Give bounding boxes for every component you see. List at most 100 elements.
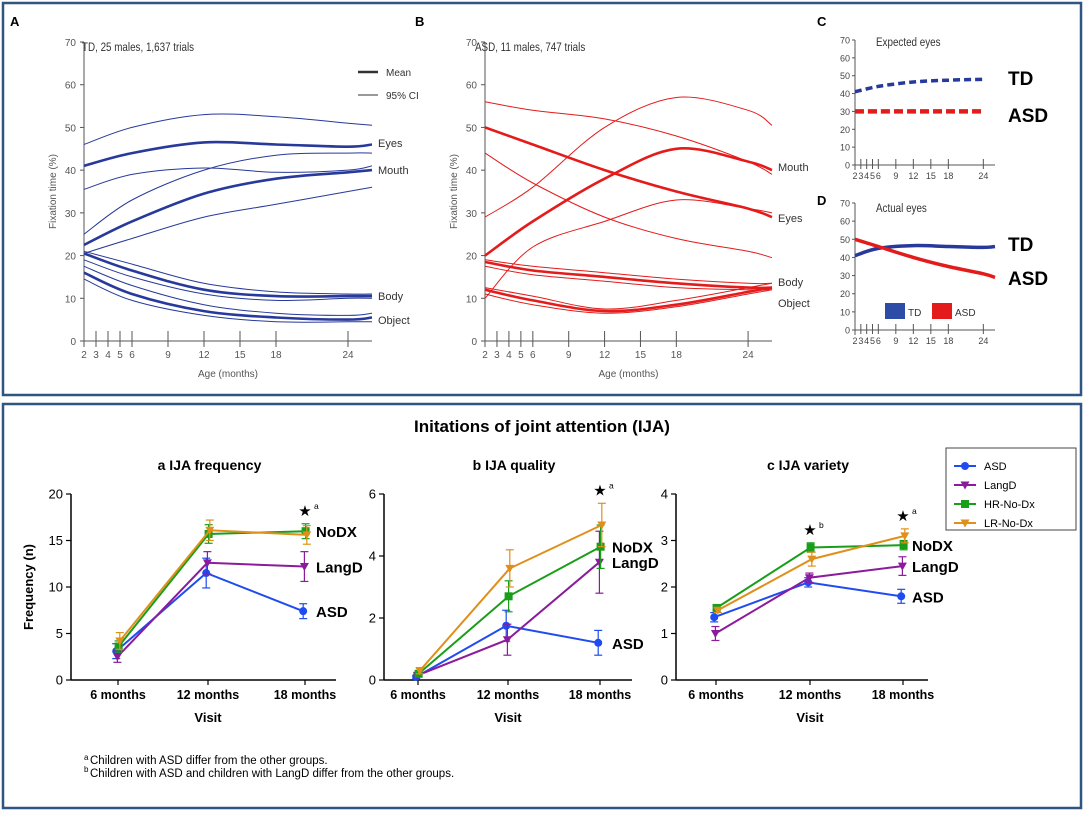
small-y-tick-label: 30 — [840, 107, 850, 117]
series-label-mouth: Mouth — [378, 165, 409, 177]
small-y-tick-label: 10 — [840, 307, 850, 317]
y-tick-label: 10 — [466, 294, 478, 305]
footnote-b: Children with ASD and children with Lang… — [90, 768, 454, 780]
ija-point-lr-no-dx — [415, 667, 425, 676]
small-x-tick-label: 4 — [864, 336, 869, 346]
panel-c-title: Expected eyes — [876, 36, 941, 49]
x-tick-label: 4 — [105, 350, 111, 361]
ija-point-langd — [594, 558, 604, 567]
small-x-tick-label: 24 — [978, 336, 988, 346]
small-x-tick-label: 12 — [908, 171, 918, 181]
ija-y-tick-label: 6 — [369, 487, 376, 502]
ija-y-tick-label: 4 — [369, 549, 376, 564]
x-tick-label: 5 — [518, 350, 524, 361]
ija-point-hr-no-dx — [899, 541, 908, 550]
ija-line-asd — [713, 581, 902, 619]
x-axis-label: Age (months) — [598, 369, 658, 380]
small-y-tick-label: 0 — [845, 326, 850, 336]
x-tick-label: 6 — [530, 350, 536, 361]
small-x-tick-label: 3 — [858, 336, 863, 346]
legend-td-label: TD — [908, 308, 921, 319]
small-y-tick-label: 30 — [840, 271, 850, 281]
y-tick-label: 0 — [70, 337, 76, 348]
ija-point-langd — [710, 630, 720, 638]
ija-legend-marker-asd — [961, 462, 969, 470]
small-y-tick-label: 0 — [845, 161, 850, 171]
y-tick-label: 20 — [65, 252, 77, 263]
x-tick-label: 2 — [482, 350, 488, 361]
footnote-a: Children with ASD differ from the other … — [90, 755, 328, 767]
ija-point-asd — [202, 569, 211, 578]
panel-letter-b: B — [415, 14, 424, 29]
top-panel-frame — [1, 1, 1083, 397]
y-tick-label: 30 — [65, 209, 77, 220]
ija-x-tick-label: 18 months — [569, 688, 632, 702]
y-tick-label: 30 — [466, 209, 478, 220]
x-tick-label: 24 — [743, 350, 755, 361]
ija-point-langd — [112, 653, 122, 662]
x-axis-label: Age (months) — [198, 369, 258, 380]
ija-y-tick-label: 2 — [661, 580, 668, 595]
y-axis-label: Fixation time (%) — [449, 154, 460, 229]
significance-star: ★ — [593, 482, 606, 499]
ci-lower-object — [83, 278, 372, 323]
small-x-tick-label: 18 — [943, 171, 953, 181]
y-axis-label: Fixation time (%) — [48, 154, 59, 229]
ija-point-lr-no-dx — [900, 532, 910, 541]
legend-mean-label: Mean — [386, 68, 411, 79]
ija-y-axis-label: Frequency (n) — [21, 544, 36, 630]
small-x-tick-label: 5 — [870, 336, 875, 346]
panel-d-asd-label: ASD — [1008, 269, 1048, 290]
ci-lower-eyes — [83, 165, 373, 190]
small-y-tick-label: 40 — [840, 253, 850, 263]
ija-point-hr-no-dx — [504, 592, 513, 601]
ija-series-label-asd: ASD — [316, 604, 348, 621]
x-tick-label: 3 — [93, 350, 99, 361]
ija-y-tick-label: 0 — [369, 673, 376, 688]
ija-line-hr-no-dx — [117, 530, 306, 648]
small-y-tick-label: 20 — [840, 125, 850, 135]
small-x-tick-label: 24 — [978, 171, 988, 181]
x-tick-label: 15 — [234, 350, 246, 361]
small-x-tick-label: 6 — [876, 171, 881, 181]
ci-upper-body — [83, 250, 373, 295]
small-y-tick-label: 70 — [840, 36, 850, 46]
ci-upper-object — [83, 265, 373, 316]
y-tick-label: 10 — [65, 294, 77, 305]
panel-d-td-label: TD — [1008, 235, 1033, 256]
ija-chart-title: b IJA quality — [473, 457, 556, 473]
ci-upper-mouth — [484, 96, 773, 218]
ija-x-tick-label: 18 months — [274, 688, 337, 702]
significance-mark: a — [609, 480, 614, 490]
ija-point-hr-no-dx — [806, 543, 815, 552]
ija-point-lr-no-dx — [115, 637, 125, 646]
mean-line-eyes — [83, 140, 373, 168]
small-x-tick-label: 4 — [864, 171, 869, 181]
ija-legend-label-asd: ASD — [984, 461, 1007, 473]
ija-chart-title: c IJA variety — [767, 457, 849, 473]
footnote-b-mark: b — [84, 765, 89, 774]
x-tick-label: 4 — [506, 350, 512, 361]
series-label-mouth: Mouth — [778, 162, 809, 174]
ija-line-langd — [417, 561, 601, 677]
ija-series-label-nodx: NoDX — [316, 524, 357, 541]
ija-point-lr-no-dx — [597, 521, 607, 530]
ija-point-asd — [897, 592, 906, 601]
panel-c-asd-label: ASD — [1008, 106, 1048, 127]
y-tick-label: 70 — [65, 38, 77, 49]
legend-asd-label: ASD — [955, 308, 976, 319]
panel-letter-a: A — [10, 14, 20, 29]
y-tick-label: 60 — [65, 81, 77, 92]
y-tick-label: 20 — [466, 252, 478, 263]
small-y-tick-label: 60 — [840, 53, 850, 63]
ija-point-lr-no-dx — [205, 526, 215, 535]
x-tick-label: 24 — [342, 350, 354, 361]
small-x-tick-label: 12 — [908, 336, 918, 346]
mean-line-object — [83, 271, 373, 321]
ija-y-tick-label: 15 — [49, 533, 63, 548]
ija-point-lr-no-dx — [807, 555, 817, 564]
ija-y-tick-label: 0 — [56, 673, 63, 688]
ci-upper-object — [484, 282, 773, 310]
significance-star: ★ — [803, 522, 816, 539]
